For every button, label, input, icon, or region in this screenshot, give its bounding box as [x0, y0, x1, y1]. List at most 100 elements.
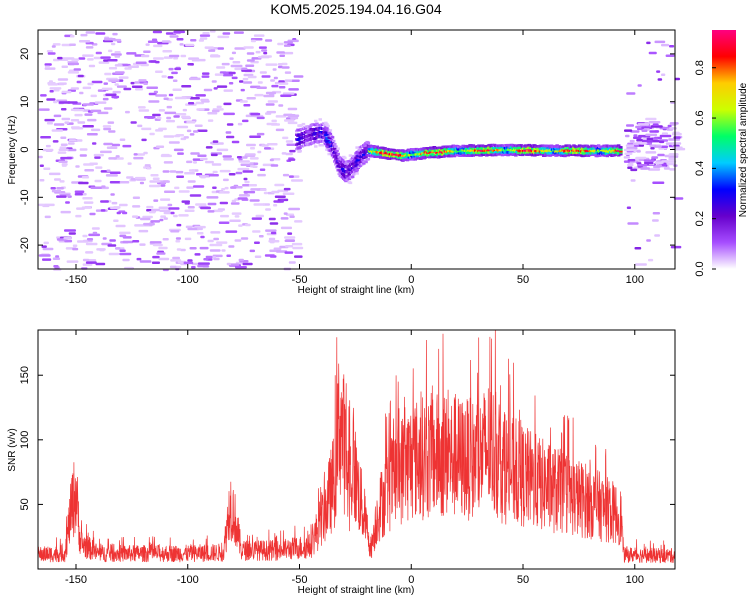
spectrogram-cell [595, 154, 600, 158]
spectrogram-cell [665, 54, 675, 57]
spectrogram-cell [95, 51, 102, 55]
spectrogram-cell [295, 147, 299, 151]
spectrogram-cell [624, 152, 633, 155]
spectrogram-cell [415, 151, 420, 154]
spectrogram-cell [111, 53, 122, 56]
spectrogram-cell [269, 158, 274, 162]
spectrogram-cell [85, 261, 97, 264]
spectrogram-cell [211, 163, 222, 166]
spectrogram-cell [168, 93, 174, 97]
spectrogram-cell [652, 219, 659, 222]
spectrogram-cell [61, 65, 68, 68]
spectrogram-cell [249, 249, 255, 253]
spectrogram-cell [85, 242, 98, 246]
spectrogram-cell [66, 260, 79, 263]
spectrogram-cell [90, 109, 102, 113]
spectrogram-cell [258, 46, 267, 49]
spectrogram-cell [126, 52, 137, 55]
spectrogram-cell [41, 245, 47, 248]
spectrogram-cell [65, 201, 70, 204]
spectrogram-cell [301, 127, 306, 130]
spectrogram-cell [297, 142, 301, 146]
spectrogram-cell [106, 169, 111, 172]
spectrogram-cell [111, 95, 120, 99]
spectrogram-cell [198, 58, 206, 62]
spectrogram-cell [267, 100, 278, 103]
spectrogram-cell [311, 133, 316, 136]
spectrogram-cell [513, 145, 517, 149]
spectrogram-cell [285, 140, 294, 143]
spectrogram-cell [213, 87, 218, 90]
spectrogram-cell [248, 184, 257, 187]
spectrogram-cell [334, 154, 338, 157]
spectrogram-cell [355, 163, 359, 167]
spectrogram-cell [642, 140, 653, 143]
spectrogram-cell [92, 231, 98, 235]
spectrogram-cell [138, 109, 150, 112]
spectrogram-cell [216, 66, 226, 69]
spectrogram-cell [514, 154, 518, 157]
spectrogram-cell [661, 132, 668, 135]
spectrogram-cell [280, 226, 292, 230]
spectrogram-cell [242, 262, 253, 266]
spectrogram-cell [265, 229, 277, 232]
spectrogram-cell [626, 206, 631, 209]
spectrogram-cell [216, 148, 229, 152]
spectrogram-cell [257, 150, 262, 154]
spectrogram-cell [197, 264, 209, 268]
spectrogram-cell [339, 171, 344, 174]
spectrogram-cell [567, 144, 572, 147]
spectrogram-cell [306, 134, 310, 138]
spectrogram-cell [335, 161, 339, 164]
snr-y-label: SNR (v/v) [7, 428, 18, 471]
spectrogram-cell [168, 141, 180, 144]
spectrogram-cell [245, 153, 256, 156]
spectrogram-cell [253, 203, 265, 206]
spectrogram-y-ticks: -20 -10 0 10 20 [19, 48, 675, 253]
spectrogram-cell [207, 210, 215, 213]
spectrogram-cell [326, 133, 330, 136]
spectrogram-cell [223, 112, 235, 116]
spectrogram-cell [415, 155, 420, 158]
spectrogram-cell [353, 168, 357, 171]
spectrogram-cell [140, 63, 149, 67]
spectrogram-cell [149, 241, 162, 244]
spectrogram-cell [261, 75, 271, 78]
spectrogram-cell [88, 64, 96, 68]
spectrogram-cell [244, 180, 250, 184]
spectrogram-cell [74, 193, 83, 196]
spectrogram-cell [630, 179, 636, 182]
spectrogram-cell [278, 104, 284, 107]
spectrogram-cell [635, 156, 647, 160]
spectrogram-cell [173, 115, 180, 118]
spectrogram-cell [188, 102, 195, 105]
spectrogram-cell [220, 214, 229, 218]
spectrogram-cell [542, 146, 546, 150]
spectrogram-cell [68, 139, 77, 142]
spectrogram-cell [651, 139, 661, 143]
spectrogram-cell [134, 176, 146, 180]
spectrogram-cell [159, 209, 171, 212]
spectrogram-cell [630, 130, 640, 133]
spectrogram-cell [616, 144, 621, 147]
spectrogram-cell [334, 158, 338, 161]
spectrogram-cell [127, 162, 132, 165]
spectrogram-cell [674, 77, 680, 81]
spectrogram-cell [114, 64, 123, 67]
spectrogram-cell [143, 82, 148, 85]
spectrogram-cell [634, 247, 642, 250]
spectrogram-cell [350, 166, 355, 170]
spectrogram-cell [174, 186, 180, 190]
spectrogram-cell [254, 93, 264, 97]
spectrogram-cell [437, 156, 441, 159]
spectrogram-cell [207, 112, 218, 115]
snr-panel: -150 -100 -50 0 50 100 50 100 150 Height of str… [7, 329, 676, 596]
spectrogram-cell [38, 203, 45, 207]
spectrogram-cell [132, 196, 140, 199]
spectrogram-cell [52, 257, 61, 260]
spectrogram-cell [108, 79, 120, 82]
spectrogram-cell [61, 117, 71, 121]
spectrogram-cell [243, 46, 254, 49]
spectrogram-cell [64, 229, 76, 232]
spectrogram-cell [334, 145, 338, 148]
